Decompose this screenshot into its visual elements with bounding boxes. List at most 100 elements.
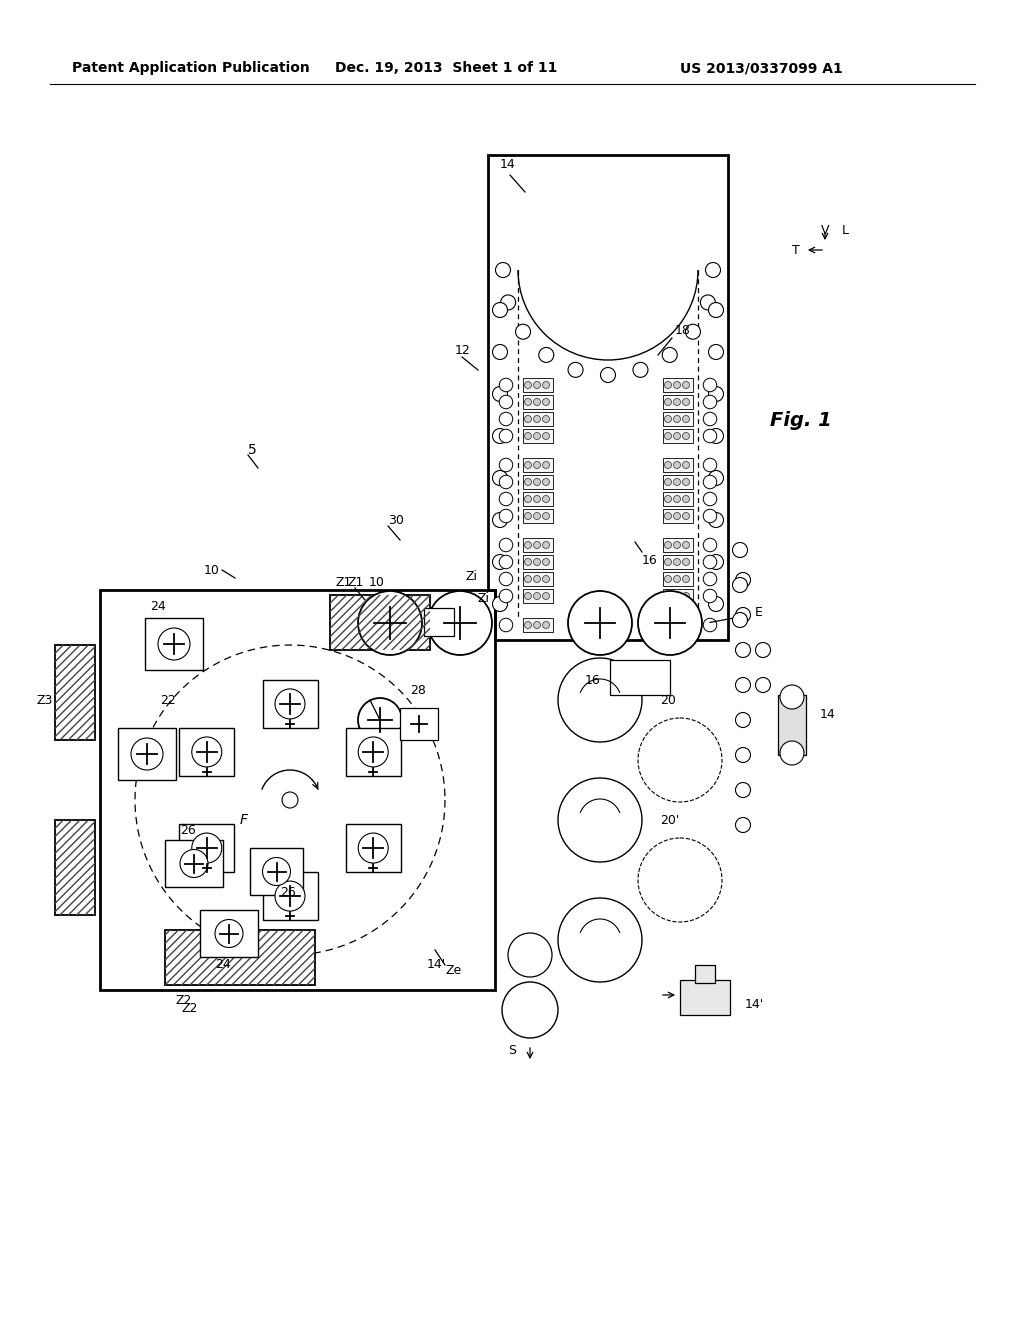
Circle shape [732,578,748,593]
Circle shape [543,479,550,486]
Bar [663,589,693,603]
Circle shape [543,576,550,582]
Circle shape [515,325,530,339]
Bar [663,492,693,506]
Bar [55,820,95,915]
Circle shape [534,416,541,422]
Bar [523,429,553,444]
Circle shape [524,558,531,565]
Circle shape [500,395,513,409]
Circle shape [543,541,550,549]
Text: 24: 24 [215,958,230,972]
Bar [523,378,553,392]
Circle shape [262,858,291,886]
Bar [663,395,693,409]
Circle shape [493,554,508,569]
Bar [55,645,95,741]
Bar [400,708,438,741]
Text: 20': 20' [660,813,679,826]
Circle shape [683,541,689,549]
Circle shape [524,433,531,440]
Text: 22: 22 [160,693,176,706]
Circle shape [558,777,642,862]
Bar [523,412,553,426]
Circle shape [539,347,554,363]
Bar [179,727,234,776]
Circle shape [735,677,751,693]
Text: 14': 14' [745,998,764,1011]
Circle shape [282,792,298,808]
Circle shape [500,412,513,426]
Circle shape [500,618,513,632]
Circle shape [674,433,681,440]
Bar [346,824,400,873]
Bar [663,510,693,523]
Circle shape [665,495,672,503]
Circle shape [500,429,513,442]
Circle shape [493,512,508,528]
Text: 26: 26 [180,824,196,837]
Circle shape [674,462,681,469]
Circle shape [543,381,550,388]
Circle shape [732,612,748,627]
Circle shape [703,556,717,569]
Circle shape [534,593,541,599]
Circle shape [683,416,689,422]
Circle shape [703,395,717,409]
Circle shape [638,718,722,803]
Text: 20: 20 [660,693,676,706]
Circle shape [703,458,717,471]
Text: Ze: Ze [445,964,461,977]
Text: 28: 28 [410,684,426,697]
Text: 18: 18 [675,323,691,337]
Circle shape [703,475,717,488]
Circle shape [358,698,402,742]
Circle shape [500,510,513,523]
Bar [165,840,223,887]
Circle shape [683,512,689,520]
Text: 10: 10 [204,564,220,577]
Circle shape [756,643,770,657]
Circle shape [633,363,648,378]
Bar [488,154,728,640]
Circle shape [500,589,513,603]
Circle shape [703,589,717,603]
Bar [165,931,315,985]
Circle shape [493,429,508,444]
Circle shape [131,738,163,770]
Circle shape [543,495,550,503]
Bar [250,847,303,895]
Circle shape [683,593,689,599]
Bar [330,595,430,649]
Circle shape [534,622,541,628]
Text: S: S [508,1044,516,1056]
Circle shape [683,462,689,469]
Circle shape [524,495,531,503]
Text: 12: 12 [455,343,471,356]
Circle shape [735,783,751,797]
Circle shape [683,558,689,565]
Circle shape [534,462,541,469]
Circle shape [683,381,689,388]
Circle shape [524,576,531,582]
Circle shape [703,618,717,632]
Bar [523,475,553,488]
Bar [523,554,553,569]
Bar [695,965,715,983]
Bar [663,572,693,586]
Circle shape [735,607,751,623]
Bar [663,458,693,473]
Circle shape [534,541,541,549]
Bar [523,618,553,632]
Circle shape [674,495,681,503]
Bar [145,618,203,671]
Circle shape [709,387,724,401]
Circle shape [524,479,531,486]
Circle shape [735,573,751,587]
Bar [680,979,730,1015]
Circle shape [665,541,672,549]
Circle shape [703,510,717,523]
Circle shape [703,412,717,426]
Circle shape [683,622,689,628]
Circle shape [493,302,508,318]
